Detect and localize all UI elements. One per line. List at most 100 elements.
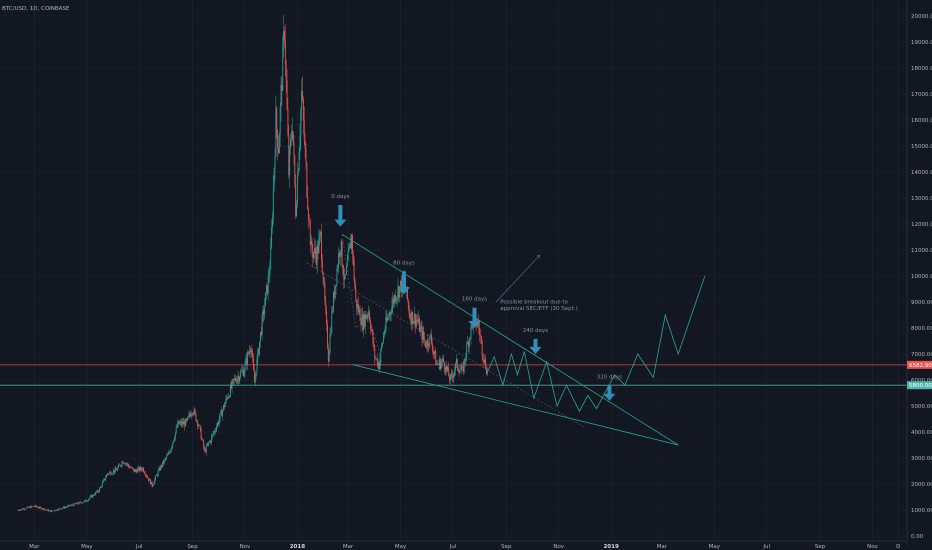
candle-body [54, 510, 56, 512]
down-arrow-icon [607, 385, 612, 395]
down-arrow-head-icon [334, 219, 347, 227]
candle-body [284, 39, 286, 64]
candle-body [400, 280, 401, 287]
candle-body [57, 508, 59, 511]
candle-body [156, 475, 158, 476]
candle-body [227, 397, 229, 399]
candle-body [363, 314, 365, 331]
candle-body [34, 505, 36, 507]
candle-body [169, 452, 171, 453]
candle-body [136, 470, 138, 473]
candle-body [94, 494, 95, 496]
y-tick-label: 10000.00 [911, 274, 932, 280]
candle-body [76, 502, 78, 504]
candle-body [180, 421, 181, 423]
candle-body [346, 261, 348, 267]
candle-body [77, 503, 79, 505]
candle-body [373, 344, 375, 346]
candle-body [210, 436, 212, 443]
candle-body [108, 472, 110, 475]
candle-body [216, 422, 218, 427]
candle-body [166, 455, 168, 459]
candle-body [66, 506, 68, 508]
candle-body [228, 396, 230, 399]
candle-body [20, 509, 22, 511]
candle-body [131, 467, 133, 469]
candle-body [280, 84, 282, 107]
candle-body [159, 468, 161, 470]
candle-body [483, 359, 485, 363]
candle-body [129, 467, 131, 468]
candle-body [325, 300, 327, 311]
candle-body [179, 422, 181, 425]
candle-body [485, 358, 487, 369]
candle-body [357, 304, 359, 309]
candle-body [277, 129, 279, 149]
candle-body [110, 471, 112, 475]
candle-body [431, 334, 432, 344]
candle-body [51, 510, 52, 513]
candle-body [364, 314, 366, 327]
down-arrow-icon [533, 338, 538, 348]
candle-body [339, 252, 340, 257]
y-tick-label: 18000.00 [911, 66, 932, 72]
candle-body [443, 358, 444, 363]
candle-body [478, 320, 480, 328]
candle-body [394, 295, 396, 302]
candle-body [211, 434, 213, 437]
candle-body [181, 421, 183, 425]
candle-body [190, 414, 192, 417]
x-tick-label: Sep [187, 544, 198, 550]
candle-body [144, 473, 146, 476]
candle-body [146, 475, 148, 478]
x-tick-label: Mar [343, 544, 354, 550]
candle-body [351, 235, 352, 249]
candle-body [267, 276, 269, 295]
y-tick-label: 9000.00 [911, 300, 932, 306]
candle-body [182, 421, 184, 425]
candle-body [351, 235, 353, 255]
candle-body [206, 445, 208, 446]
price-tag-label: 5800.00 [909, 383, 932, 389]
candle-body [58, 508, 60, 509]
candle-body [185, 419, 187, 427]
candle-body [56, 509, 58, 511]
candle-body [312, 251, 314, 259]
candle-body [138, 467, 140, 471]
candle-body [172, 442, 174, 447]
candle-body [482, 355, 484, 360]
candle-body [18, 510, 20, 511]
candle-body [455, 358, 457, 364]
x-tick-label: Nov [240, 544, 251, 550]
candle-body [140, 467, 142, 470]
candle-body [194, 409, 196, 413]
candle-body [300, 109, 302, 136]
trendlines [306, 234, 679, 446]
candle-body [112, 473, 114, 475]
candle-body [418, 318, 420, 323]
candle-body [381, 345, 383, 350]
candle-body [265, 292, 267, 306]
candle-body [272, 218, 273, 228]
candle-body [216, 426, 218, 431]
candle-body [49, 510, 51, 512]
candle-body [225, 397, 227, 403]
candle-body [137, 469, 138, 473]
candle-body [347, 251, 349, 262]
candle-body [204, 447, 205, 450]
candle-body [324, 282, 326, 301]
candle-body [229, 384, 231, 397]
candle-body [241, 370, 242, 372]
candle-body [201, 439, 203, 440]
candle-body [427, 339, 429, 346]
candle-body [481, 340, 483, 356]
candle-body [476, 324, 478, 327]
candle-body [266, 285, 268, 295]
candle-body [63, 506, 65, 508]
candle-body [241, 369, 243, 371]
candle-body [299, 135, 301, 152]
candle-body [370, 329, 372, 330]
candle-body [387, 317, 389, 321]
candle-body [369, 311, 371, 321]
